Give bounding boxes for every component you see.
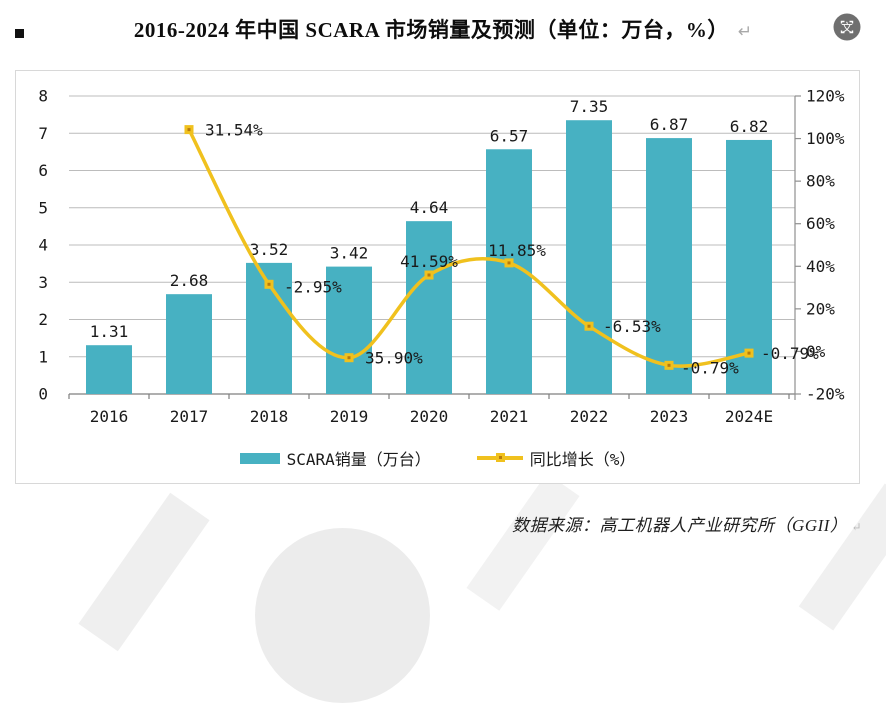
left-axis-label: 6: [38, 161, 48, 180]
source-label: 数据来源：高工机器人产业研究所（GGII）: [512, 516, 848, 535]
bar-2023[interactable]: [646, 138, 692, 394]
marker-center: [747, 351, 751, 355]
chart-title: 2016-2024 年中国 SCARA 市场销量及预测（单位：万台，%）: [133, 18, 729, 42]
right-axis-label: 100%: [806, 129, 845, 148]
left-axis-label: 4: [38, 236, 48, 255]
marker-center: [187, 128, 191, 132]
bar-2019[interactable]: [326, 266, 372, 394]
left-axis-label: 7: [38, 124, 48, 143]
left-axis-label: 5: [38, 198, 48, 217]
bar-label: 6.87: [650, 115, 689, 134]
marker-center: [507, 261, 511, 265]
line-label: -6.53%: [603, 317, 661, 336]
bar-label: 2.68: [170, 271, 209, 290]
bar-label: 6.57: [490, 126, 529, 145]
legend-item-bar[interactable]: SCARA销量（万台）: [239, 446, 431, 470]
left-axis-label: 3: [38, 273, 48, 292]
left-axis-label: 8: [38, 87, 48, 106]
translate-icon[interactable]: 文: [833, 13, 861, 41]
marker-center: [267, 282, 271, 286]
watermark-stripe: [466, 473, 580, 611]
legend-line-swatch: [476, 453, 523, 462]
legend-bar-label: SCARA销量（万台）: [286, 450, 431, 469]
right-axis-label: 0%: [806, 342, 826, 361]
bar-label: 1.31: [90, 322, 129, 341]
bar-2022[interactable]: [566, 120, 612, 395]
left-axis-label: 2: [38, 310, 48, 329]
watermark-stripe: [798, 483, 886, 631]
legend: SCARA销量（万台） 同比增长（%）: [16, 446, 859, 470]
bar-label: 4.64: [410, 198, 449, 217]
bar-2017[interactable]: [166, 294, 212, 394]
right-axis-label: 20%: [806, 299, 835, 318]
x-axis-label: 2016: [90, 407, 129, 426]
x-axis-label: 2024E: [725, 407, 773, 426]
source-return-mark-icon: ↵: [851, 520, 862, 534]
x-axis-label: 2018: [250, 407, 289, 426]
marker-center: [347, 356, 351, 360]
line-label: -0.79%: [681, 358, 739, 377]
watermark-circle: [255, 528, 430, 703]
list-bullet-icon: [15, 29, 24, 38]
bar-label: 3.52: [250, 240, 289, 259]
legend-bar-swatch: [239, 452, 280, 464]
x-axis-label: 2023: [650, 407, 689, 426]
line-label: 35.90%: [365, 349, 423, 368]
x-axis-label: 2017: [170, 407, 209, 426]
x-axis-label: 2021: [490, 407, 529, 426]
title-row: 2016-2024 年中国 SCARA 市场销量及预测（单位：万台，%） ↵: [0, 14, 886, 44]
right-axis-label: 60%: [806, 214, 835, 233]
line-label: -2.95%: [284, 277, 342, 296]
marker-center: [427, 273, 431, 277]
source-text: 数据来源：高工机器人产业研究所（GGII） ↵: [512, 511, 862, 536]
line-label: 11.85%: [488, 241, 546, 260]
line-label: 41.59%: [400, 252, 458, 271]
x-axis-label: 2020: [410, 407, 449, 426]
x-axis-label: 2022: [570, 407, 609, 426]
bar-label: 3.42: [330, 244, 369, 263]
marker-center: [587, 324, 591, 328]
line-label: 31.54%: [205, 121, 263, 140]
left-axis-label: 0: [38, 385, 48, 404]
bar-2020[interactable]: [406, 221, 452, 394]
bar-label: 7.35: [570, 97, 609, 116]
bar-2016[interactable]: [86, 345, 132, 394]
marker-center: [667, 363, 671, 367]
bar-label: 6.82: [730, 117, 769, 136]
right-axis-label: 120%: [806, 87, 845, 106]
svg-text:文: 文: [841, 20, 853, 34]
line-label: -0.79%: [761, 344, 819, 363]
x-axis-label: 2019: [330, 407, 369, 426]
right-axis-label: 40%: [806, 257, 835, 276]
right-axis-label: -20%: [806, 385, 845, 404]
return-mark-icon: ↵: [737, 22, 753, 42]
chart-panel: -20% 0% 20% 40% 60% 80% 100% 120% 0 1 2 3 4 5 6 7 8 2016 2…: [15, 70, 860, 484]
translate-icon-svg: 文: [833, 13, 861, 41]
legend-line-label: 同比增长（%）: [529, 450, 636, 469]
combo-chart: -20% 0% 20% 40% 60% 80% 100% 120% 0 1 2 3 4 5 6 7 8 2016 2…: [38, 87, 845, 427]
right-axis-label: 80%: [806, 172, 835, 191]
legend-item-line[interactable]: 同比增长（%）: [476, 446, 636, 470]
left-axis-label: 1: [38, 347, 48, 366]
watermark-stripe: [78, 492, 210, 652]
